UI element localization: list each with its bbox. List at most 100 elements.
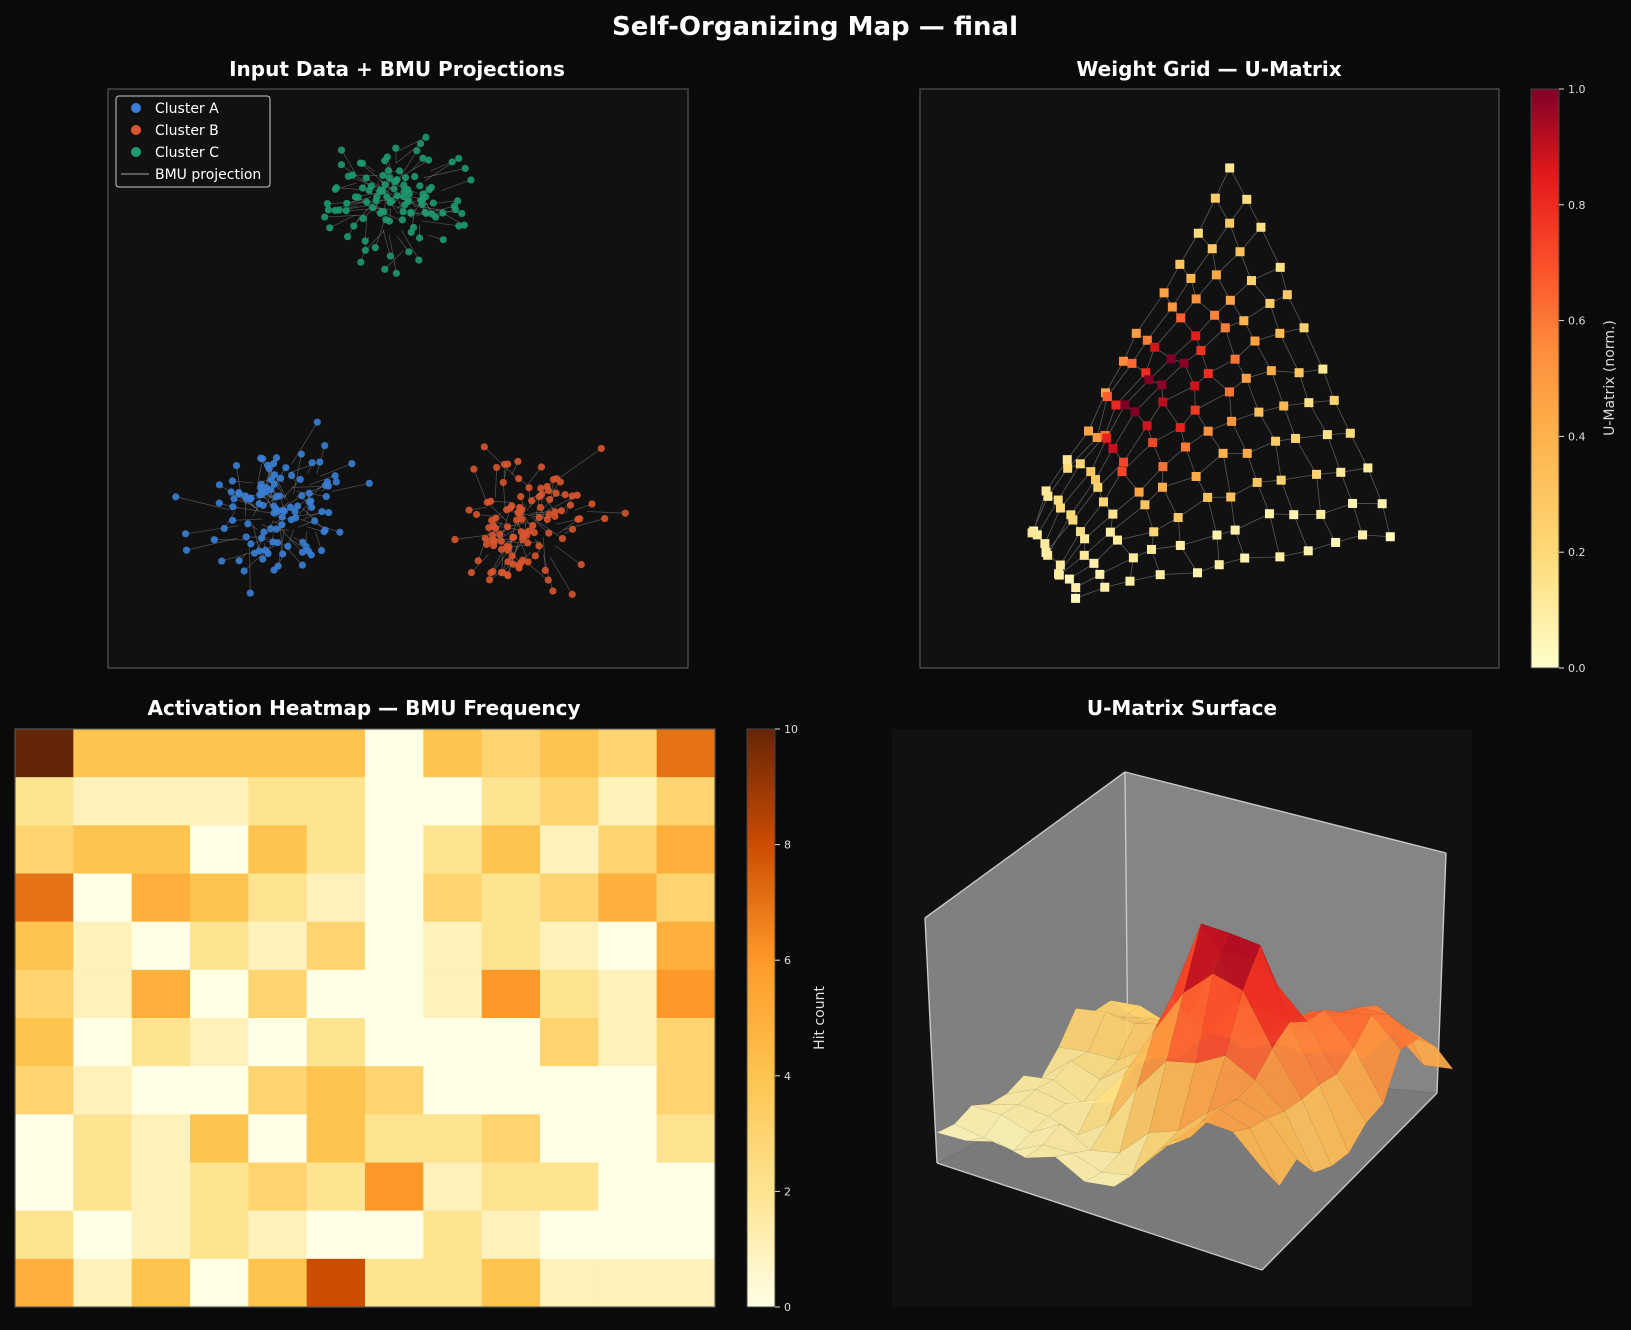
weight-node — [1275, 552, 1285, 562]
weight-node — [1150, 342, 1160, 352]
bmu-projection-line — [528, 564, 549, 581]
scatter-point — [305, 489, 313, 497]
weight-node — [1225, 218, 1235, 228]
grid-edge — [1185, 446, 1197, 477]
bmu-projection-line — [423, 168, 466, 179]
scatter-point — [400, 193, 408, 201]
scatter-point — [278, 513, 286, 521]
colorbar-tick-label: 4 — [784, 1070, 791, 1083]
scatter-point — [504, 523, 512, 531]
bmu-projection-line — [542, 554, 554, 592]
scatter-point — [621, 509, 629, 517]
scatter-point — [535, 513, 543, 522]
heatmap-cell — [248, 729, 308, 778]
weight-node — [1083, 426, 1093, 436]
scatter-point — [411, 172, 419, 181]
heatmap-cell — [540, 1066, 599, 1115]
weight-node — [1105, 527, 1115, 537]
legend-label-cluster-c: Cluster C — [155, 145, 219, 161]
heatmap-cell — [306, 969, 366, 1019]
heatmap-cell — [365, 777, 424, 826]
heatmap-cell — [248, 777, 308, 826]
grid-edge — [1171, 278, 1192, 308]
grid-edge — [1246, 453, 1258, 483]
bmu-projection-line — [454, 535, 484, 540]
heatmap-cell — [306, 1114, 366, 1163]
weight-node — [1279, 401, 1289, 411]
hit-count-colorbar: 0 2 4 6 8 10 Hit count — [746, 723, 828, 1314]
scatter-point — [230, 495, 238, 503]
grid-edge — [1352, 503, 1363, 536]
heatmap-cell — [423, 1258, 483, 1308]
heatmap-cell — [540, 825, 599, 874]
scatter-point — [413, 147, 421, 155]
scatter-title: Input Data + BMU Projections — [229, 57, 565, 81]
weight-node — [1322, 430, 1332, 440]
bmu-projection-line — [365, 230, 385, 251]
heatmap-cell — [190, 729, 249, 778]
heatmap-cell — [190, 1066, 249, 1115]
scatter-point — [518, 515, 526, 523]
grid-edge — [1283, 405, 1296, 439]
scatter-point — [485, 576, 494, 584]
scatter-point — [439, 236, 447, 244]
scatter-point — [490, 538, 498, 546]
heatmap-cell — [481, 1066, 541, 1115]
grid-edge — [1229, 223, 1241, 252]
heatmap-cell — [423, 873, 483, 923]
scatter-point — [332, 478, 340, 486]
scatter-point — [288, 471, 296, 480]
weight-node — [1303, 546, 1313, 556]
grid-edge — [1047, 514, 1072, 556]
bmu-projection-line — [384, 250, 404, 270]
scatter-point — [517, 493, 525, 501]
grid-edge — [1279, 267, 1288, 295]
weight-node — [1071, 583, 1081, 593]
scatter-point — [379, 187, 387, 195]
grid-edge — [1322, 368, 1335, 401]
scatter-point — [508, 502, 516, 510]
heatmap-cell — [131, 969, 191, 1019]
colorbar-tick-label: 6 — [784, 954, 791, 967]
scatter-point — [470, 465, 478, 473]
scatter-point — [325, 508, 333, 517]
weight-node — [1175, 540, 1185, 550]
scatter-point — [302, 542, 310, 551]
weight-node — [1227, 416, 1237, 426]
heatmap-cell — [190, 921, 249, 971]
weight-node — [1146, 544, 1156, 554]
heatmap-cell — [190, 969, 249, 1019]
bmu-projection-line — [549, 556, 573, 595]
weight-node — [1159, 288, 1169, 298]
grid-edge — [1215, 167, 1231, 199]
grid-edge — [1295, 438, 1317, 475]
heatmap-cell — [481, 729, 541, 778]
weight-node — [1225, 163, 1235, 173]
scatter-point — [240, 567, 248, 575]
grid-edge — [1146, 306, 1173, 341]
grid-edge — [1106, 404, 1126, 439]
grid-edge — [1105, 361, 1124, 394]
scatter-panel: Input Data + BMU Projections Cluster A C… — [107, 57, 689, 669]
grid-edge — [1207, 497, 1218, 536]
weight-node — [1282, 290, 1292, 300]
weight-node — [1063, 463, 1073, 473]
grid-edge — [1044, 507, 1061, 544]
heatmap-cell — [15, 1258, 74, 1308]
grid-edge — [1135, 292, 1165, 334]
scatter-point — [503, 571, 512, 579]
grid-edge — [1152, 427, 1181, 443]
grid-edge — [1280, 480, 1295, 515]
scatter-point — [561, 491, 569, 499]
scatter-point — [362, 174, 370, 182]
weight-node — [1276, 475, 1286, 485]
bmu-projection-line — [554, 545, 582, 565]
heatmap-cell — [598, 1018, 658, 1067]
scatter-point — [280, 507, 288, 515]
scatter-point — [493, 463, 501, 472]
grid-edge — [1163, 264, 1181, 294]
scatter-point — [278, 521, 286, 529]
bmu-projection-line — [341, 149, 356, 174]
scatter-point — [416, 182, 424, 190]
scatter-point — [404, 197, 412, 206]
